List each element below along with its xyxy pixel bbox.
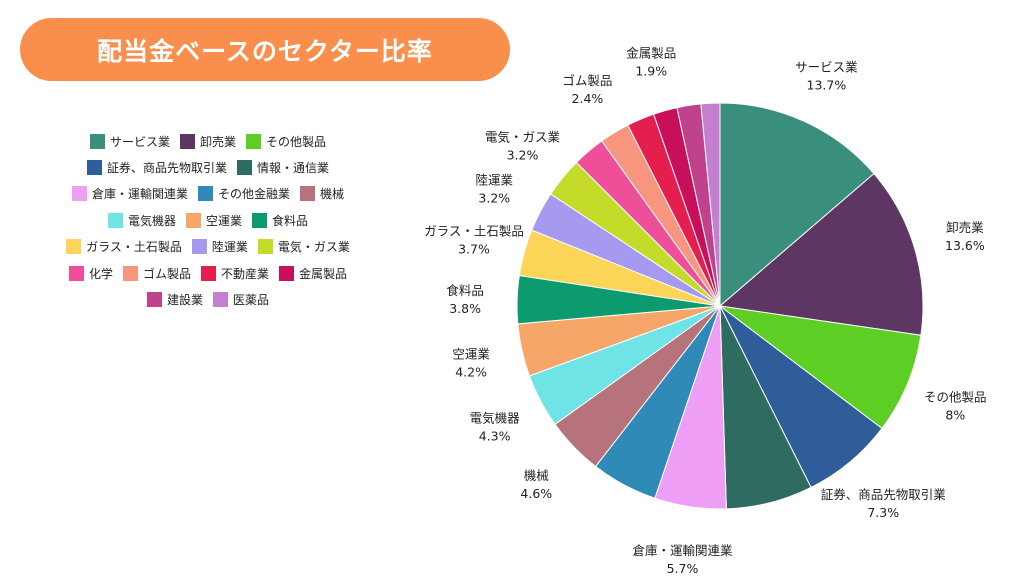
legend-item: 電気機器 bbox=[107, 212, 176, 229]
pie-slice-0 bbox=[719, 102, 875, 308]
legend-label: 倉庫・運輸関連業 bbox=[91, 187, 188, 202]
legend-item: ゴム製品 bbox=[122, 265, 191, 282]
legend-swatch bbox=[86, 160, 102, 176]
legend-swatch bbox=[191, 239, 207, 255]
legend-swatch bbox=[197, 186, 213, 202]
chart-title: 配当金ベースのセクター比率 bbox=[20, 18, 510, 81]
legend-label: その他金融業 bbox=[217, 187, 290, 202]
slice-label: ゴム製品 2.4% bbox=[562, 73, 612, 106]
slice-label: 卸売業 13.6% bbox=[945, 220, 985, 253]
legend-item: 金属製品 bbox=[279, 265, 347, 282]
legend-item: 食料品 bbox=[252, 212, 308, 229]
slice-label: ガラス・土石製品 3.7% bbox=[424, 224, 524, 257]
slice-label: その他製品 8% bbox=[924, 389, 987, 422]
legend-swatch bbox=[257, 239, 273, 255]
slice-label: 電気機器 4.3% bbox=[470, 410, 521, 443]
legend-item: サービス業 bbox=[89, 133, 170, 150]
legend-row: 電気機器 空運業 食料品 bbox=[48, 207, 368, 233]
legend-item: 倉庫・運輸関連業 bbox=[71, 185, 188, 202]
legend-row: 建設業 医薬品 bbox=[48, 286, 368, 312]
slice-label: 証券、商品先物取引業 7.3% bbox=[821, 487, 947, 520]
slice-label: 機械 4.6% bbox=[520, 468, 552, 501]
legend-label: ゴム製品 bbox=[142, 266, 191, 281]
legend-row: ガラス・土石製品 陸運業 電気・ガス業 bbox=[48, 234, 368, 260]
legend-item: 機械 bbox=[300, 185, 344, 202]
legend-swatch bbox=[279, 265, 295, 281]
legend-swatch bbox=[89, 133, 105, 149]
legend-label: ガラス・土石製品 bbox=[86, 240, 182, 255]
legend-swatch bbox=[146, 292, 162, 308]
legend-label: 不動産業 bbox=[221, 266, 270, 281]
slice-label: 食料品 3.8% bbox=[446, 283, 484, 316]
legend-label: 化学 bbox=[88, 266, 113, 281]
legend-row: サービス業 卸売業 その他製品 bbox=[48, 128, 368, 154]
legend-item: 証券、商品先物取引業 bbox=[86, 159, 227, 176]
legend-swatch bbox=[246, 133, 261, 149]
legend-item: 陸運業 bbox=[191, 238, 248, 255]
legend-swatch bbox=[107, 212, 123, 228]
legend-label: 証券、商品先物取引業 bbox=[106, 161, 227, 176]
legend-swatch bbox=[252, 212, 267, 228]
legend-label: 建設業 bbox=[166, 293, 203, 308]
legend-item: 空運業 bbox=[185, 212, 242, 229]
legend-swatch bbox=[122, 265, 138, 281]
legend-swatch bbox=[71, 186, 87, 202]
legend-item: 医薬品 bbox=[213, 291, 269, 308]
legend-item: ガラス・土石製品 bbox=[66, 238, 182, 255]
legend-label: 情報・通信業 bbox=[257, 161, 330, 176]
legend-label: 陸運業 bbox=[211, 240, 248, 255]
legend-row: 倉庫・運輸関連業 その他金融業 機械 bbox=[48, 181, 368, 207]
legend-swatch bbox=[201, 265, 216, 281]
legend-swatch bbox=[237, 160, 252, 176]
legend-label: 空運業 bbox=[205, 213, 242, 228]
legend-swatch bbox=[213, 292, 228, 308]
slice-label: 倉庫・運輸関連業 5.7% bbox=[632, 543, 733, 576]
legend-item: 化学 bbox=[68, 265, 113, 282]
slice-label: サービス業 13.7% bbox=[795, 59, 858, 92]
legend-item: その他製品 bbox=[246, 133, 326, 150]
pie-slice-1 bbox=[718, 172, 924, 336]
legend-item: 建設業 bbox=[146, 291, 203, 308]
pie-slice-19 bbox=[700, 102, 721, 307]
legend-item: その他金融業 bbox=[197, 185, 290, 202]
legend-label: サービス業 bbox=[109, 134, 170, 149]
legend-swatch bbox=[66, 239, 82, 255]
legend-swatch bbox=[179, 133, 195, 149]
legend-swatch bbox=[300, 186, 315, 202]
slice-label: 電気・ガス業 3.2% bbox=[485, 130, 561, 163]
slice-label: 陸運業 3.2% bbox=[476, 172, 514, 205]
pie-slice-2 bbox=[719, 305, 922, 430]
legend-item: 卸売業 bbox=[179, 133, 236, 150]
legend-label: 電気機器 bbox=[127, 213, 176, 228]
legend-item: 情報・通信業 bbox=[237, 159, 329, 176]
legend-label: 食料品 bbox=[272, 213, 309, 228]
legend-swatch bbox=[68, 265, 84, 281]
legend-swatch bbox=[185, 212, 201, 228]
legend-row: 証券、商品先物取引業 情報・通信業 bbox=[48, 154, 368, 180]
legend-item: 不動産業 bbox=[201, 265, 269, 282]
legend-label: その他製品 bbox=[266, 134, 327, 149]
legend-label: 医薬品 bbox=[233, 293, 270, 308]
legend-label: 機械 bbox=[320, 187, 345, 202]
legend-label: 金属製品 bbox=[299, 266, 348, 281]
legend-item: 電気・ガス業 bbox=[257, 238, 350, 255]
legend: サービス業 卸売業 その他製品証券、商品先物取引業 情報・通信業倉庫・運輸関連業 その他… bbox=[48, 128, 368, 313]
slice-label: 空運業 4.2% bbox=[452, 347, 490, 380]
legend-label: 電気・ガス業 bbox=[277, 240, 350, 255]
legend-row: 化学 ゴム製品 不動産業 金属製品 bbox=[48, 260, 368, 286]
legend-label: 卸売業 bbox=[199, 134, 236, 149]
slice-label: 金属製品 1.9% bbox=[626, 46, 676, 79]
